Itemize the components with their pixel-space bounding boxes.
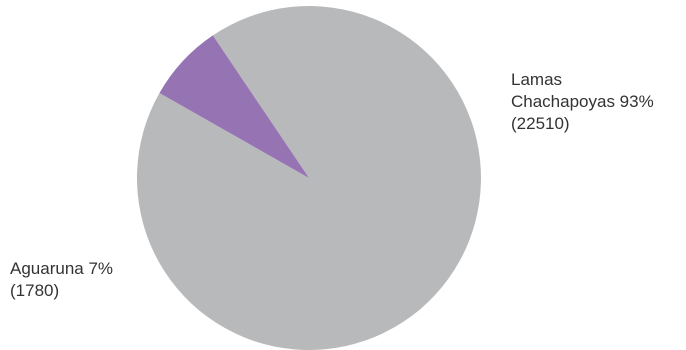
slice-label-line: Lamas bbox=[511, 70, 562, 89]
slice-label-lamas-chachapoyas: Lamas Chachapoyas 93% (22510) bbox=[511, 70, 654, 133]
pie-labels: Lamas Chachapoyas 93% (22510) Aguaruna 7% (1… bbox=[10, 70, 654, 300]
slice-label-line: Chachapoyas 93% bbox=[511, 92, 654, 111]
pie-slice-lamas-chachapoyas bbox=[136, 6, 481, 350]
slice-label-line: Aguaruna 7% bbox=[10, 259, 113, 278]
slice-label-line: (22510) bbox=[511, 114, 570, 133]
slice-label-aguaruna: Aguaruna 7% (1780) bbox=[10, 259, 113, 300]
pie-slices bbox=[136, 6, 481, 350]
slice-label-line: (1780) bbox=[10, 281, 59, 300]
pie-slice-aguaruna bbox=[159, 35, 309, 178]
